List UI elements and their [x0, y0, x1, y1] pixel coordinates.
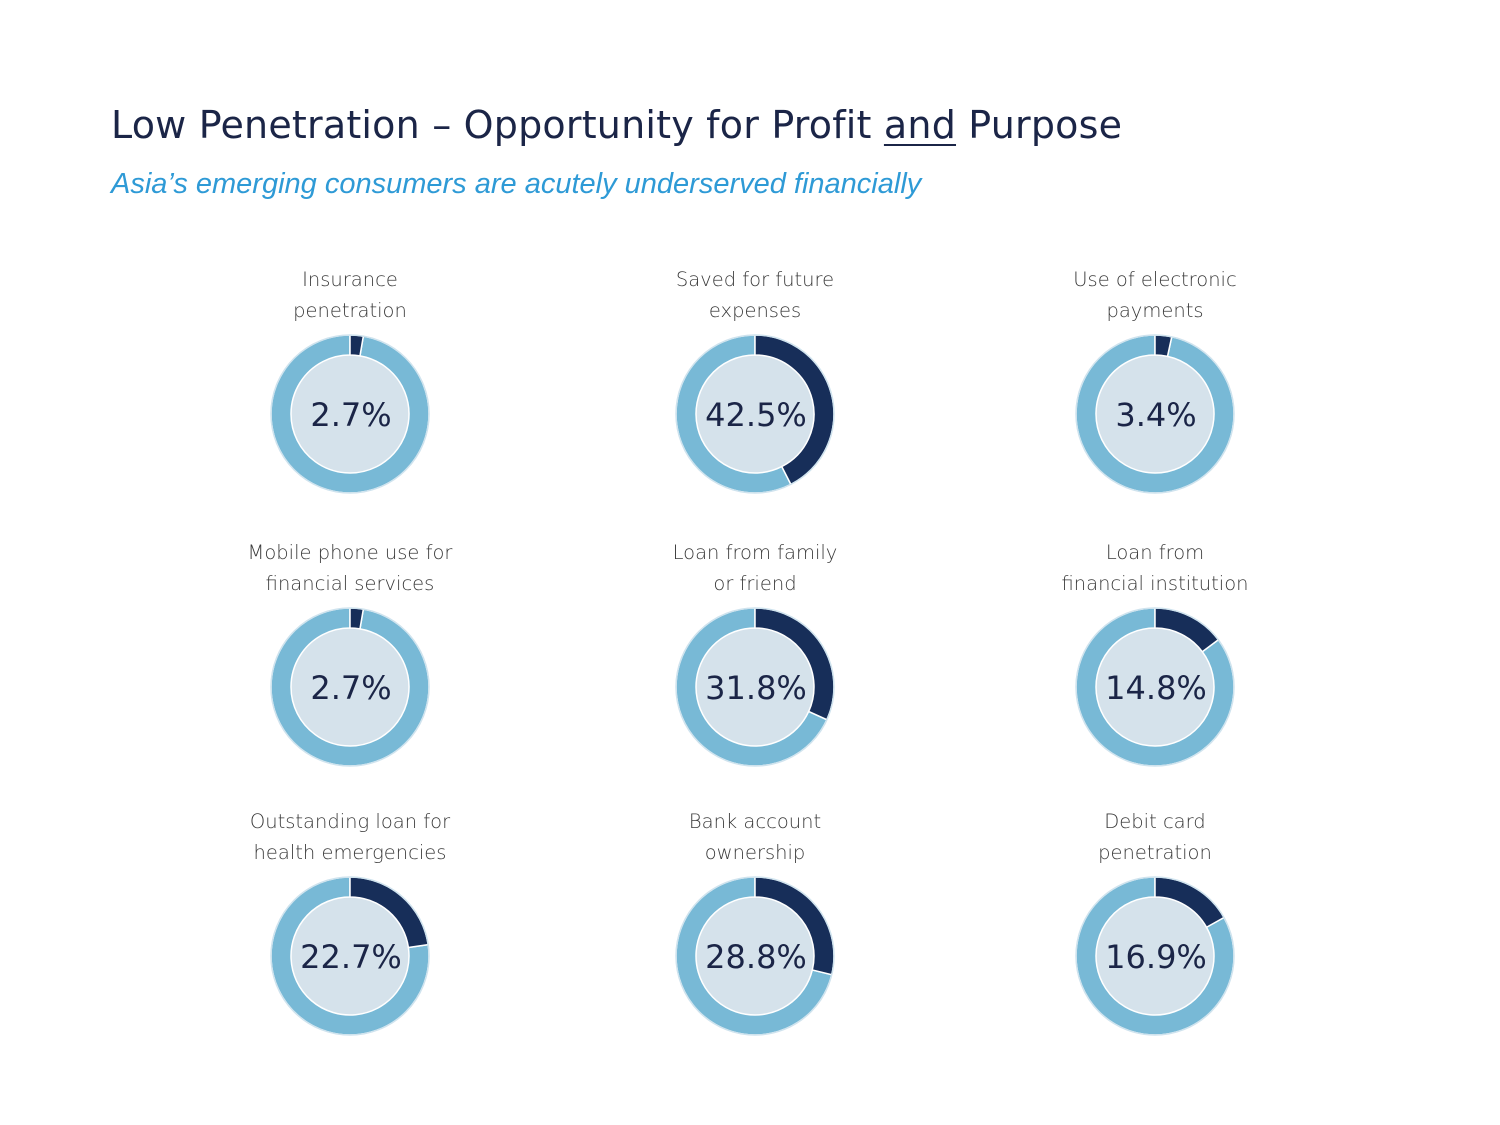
page-title: Low Penetration – Opportunity for Profit…	[111, 103, 1122, 147]
donut-chart: 14.8%	[1075, 607, 1235, 767]
donut-outline	[1075, 607, 1235, 767]
donut-outline	[675, 876, 835, 1036]
donut-title-line: Insurance	[302, 268, 398, 291]
donut-center	[1096, 355, 1214, 473]
title-text: Low Penetration – Opportunity for Profit	[111, 103, 884, 147]
title-text-end: Purpose	[956, 103, 1123, 147]
donut-value-label: 16.9%	[1105, 938, 1207, 976]
donut-title-line: or friend	[713, 572, 797, 595]
donut-title: Outstanding loan for health emergencies	[190, 806, 510, 868]
page-subtitle: Asia’s emerging consumers are acutely un…	[111, 168, 922, 200]
donut-value-label: 31.8%	[705, 669, 807, 707]
donut-title: Debit card penetration	[995, 806, 1315, 868]
donut-title-line: financial institution	[1061, 572, 1249, 595]
donut-title-line: Loan from	[1105, 541, 1205, 564]
donut-outline	[270, 607, 430, 767]
donut-center	[291, 897, 409, 1015]
donut-title-line: payments	[1106, 299, 1204, 322]
donut-chart: 42.5%	[675, 334, 835, 494]
title-underlined-word: and	[883, 103, 957, 147]
donut-title-line: Debit card	[1104, 810, 1206, 833]
donut-title-line: health emergencies	[253, 841, 447, 864]
donut-chart: 28.8%	[675, 876, 835, 1036]
donut-outline	[675, 334, 835, 494]
donut-center	[1096, 628, 1214, 746]
donut-value-label: 14.8%	[1105, 669, 1207, 707]
donut-center	[696, 355, 814, 473]
donut-chart: 2.7%	[270, 334, 430, 494]
donut-title: Bank account ownership	[595, 806, 915, 868]
donut-value-label: 2.7%	[310, 669, 391, 707]
donut-title-line: Saved for future	[675, 268, 835, 291]
donut-title-line: Mobile phone use for	[247, 541, 453, 564]
donut-chart: 22.7%	[270, 876, 430, 1036]
donut-title-line: penetration	[1098, 841, 1212, 864]
donut-title-line: Bank account	[688, 810, 822, 833]
donut-outline	[270, 334, 430, 494]
donut-title: Saved for future expenses	[595, 264, 915, 326]
donut-chart: 2.7%	[270, 607, 430, 767]
donut-chart: 16.9%	[1075, 876, 1235, 1036]
donut-title: Mobile phone use for financial services	[190, 537, 510, 599]
donut-title-line: Use of electronic	[1073, 268, 1237, 291]
donut-value-label: 42.5%	[705, 396, 807, 434]
donut-title-line: penetration	[293, 299, 407, 322]
donut-center	[291, 355, 409, 473]
donut-title: Use of electronic payments	[995, 264, 1315, 326]
donut-title-line: Outstanding loan for	[249, 810, 451, 833]
donut-title-line: financial services	[265, 572, 435, 595]
donut-outline	[270, 876, 430, 1036]
donut-title-line: ownership	[704, 841, 806, 864]
donut-outline	[1075, 334, 1235, 494]
donut-center	[291, 628, 409, 746]
donut-title: Loan from family or friend	[595, 537, 915, 599]
donut-center	[1096, 897, 1214, 1015]
donut-title: Loan from financial institution	[995, 537, 1315, 599]
donut-title: Insurance penetration	[190, 264, 510, 326]
donut-value-label: 28.8%	[705, 938, 807, 976]
donut-value-label: 22.7%	[300, 938, 402, 976]
donut-center	[696, 897, 814, 1015]
donut-outline	[1075, 876, 1235, 1036]
donut-value-label: 2.7%	[310, 396, 391, 434]
donut-chart: 31.8%	[675, 607, 835, 767]
donut-value-label: 3.4%	[1115, 396, 1196, 434]
donut-title-line: Loan from family	[672, 541, 838, 564]
donut-chart: 3.4%	[1075, 334, 1235, 494]
donut-title-line: expenses	[708, 299, 802, 322]
donut-outline	[675, 607, 835, 767]
donut-center	[696, 628, 814, 746]
